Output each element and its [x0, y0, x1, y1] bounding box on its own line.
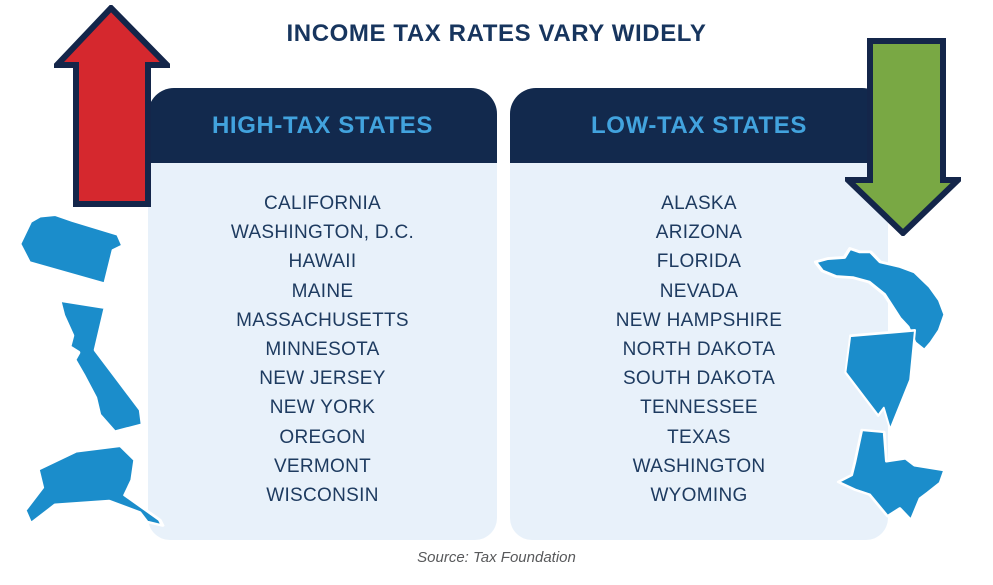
low-tax-header: LOW-TAX STATES: [510, 88, 888, 163]
low-tax-state-list: ALASKA ARIZONA FLORIDA NEVADA NEW HAMPSH…: [510, 163, 888, 510]
state-list-item: OREGON: [279, 426, 366, 448]
texas-silhouette-icon: [836, 428, 947, 522]
state-list-item: NEW YORK: [269, 397, 376, 419]
green-down-arrow-icon: [845, 38, 961, 236]
state-list-item: TENNESSEE: [640, 397, 758, 419]
red-up-arrow-icon: [54, 5, 170, 207]
low-tax-card: LOW-TAX STATES ALASKA ARIZONA FLORIDA NE…: [510, 88, 888, 540]
state-list-item: NEW HAMPSHIRE: [615, 309, 783, 331]
state-list-item: WISCONSIN: [266, 485, 379, 507]
page-title: INCOME TAX RATES VARY WIDELY: [286, 20, 707, 47]
source-attribution: Source: Tax Foundation: [417, 549, 576, 566]
new-york-silhouette-icon: [23, 444, 165, 527]
state-list-item: SOUTH DAKOTA: [622, 368, 776, 390]
state-list-item: WYOMING: [650, 485, 748, 507]
state-list-item: WASHINGTON: [632, 455, 766, 477]
low-tax-header-label: LOW-TAX STATES: [591, 111, 807, 139]
state-list-item: HAWAII: [288, 251, 357, 273]
state-list-item: NEW JERSEY: [259, 368, 386, 390]
nevada-silhouette-icon: [844, 328, 916, 432]
california-silhouette-icon: [58, 298, 144, 434]
florida-silhouette-icon: [814, 247, 947, 352]
state-list-item: FLORIDA: [656, 251, 742, 273]
state-list-item: ARIZONA: [655, 222, 743, 244]
high-tax-header-label: HIGH-TAX STATES: [212, 111, 433, 139]
state-list-item: NEVADA: [659, 280, 739, 302]
state-list-item: ALASKA: [661, 193, 737, 214]
high-tax-header: HIGH-TAX STATES: [148, 88, 497, 163]
oregon-silhouette-icon: [18, 214, 125, 285]
state-list-item: MINNESOTA: [265, 339, 380, 361]
state-list-item: TEXAS: [667, 426, 731, 448]
state-list-item: CALIFORNIA: [263, 193, 382, 214]
state-list-item: MASSACHUSETTS: [236, 309, 409, 331]
state-list-item: NORTH DAKOTA: [622, 339, 776, 361]
state-list-item: VERMONT: [273, 455, 372, 477]
high-tax-state-list: CALIFORNIA WASHINGTON, D.C. HAWAII MAINE…: [148, 163, 497, 510]
state-list-item: MAINE: [291, 280, 354, 302]
high-tax-card: HIGH-TAX STATES CALIFORNIA WASHINGTON, D…: [148, 88, 497, 540]
state-list-item: WASHINGTON, D.C.: [230, 222, 415, 244]
